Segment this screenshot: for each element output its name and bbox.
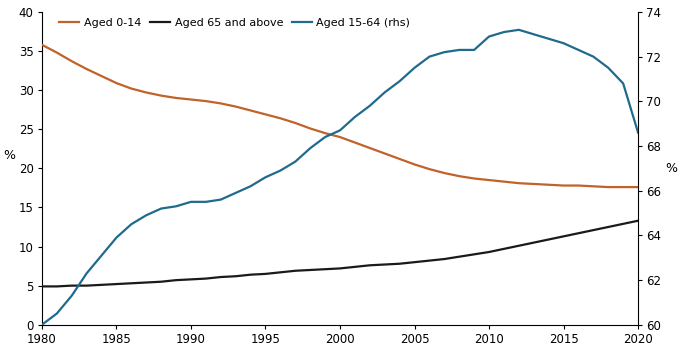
Y-axis label: %: %	[3, 149, 15, 162]
Legend: Aged 0-14, Aged 65 and above, Aged 15-64 (rhs): Aged 0-14, Aged 65 and above, Aged 15-64…	[59, 18, 410, 28]
Y-axis label: %: %	[665, 162, 677, 175]
